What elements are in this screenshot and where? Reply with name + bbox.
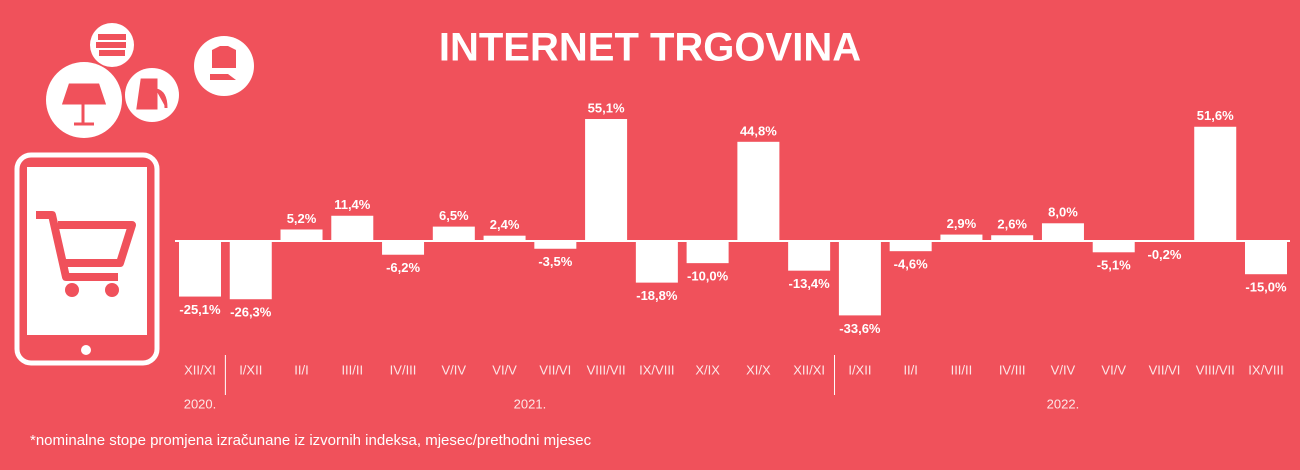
x-tick-label: IX/VIII bbox=[1248, 362, 1283, 377]
bar bbox=[686, 241, 729, 264]
bar bbox=[940, 234, 983, 241]
x-tick-label: III/II bbox=[951, 362, 973, 377]
value-label: 2,9% bbox=[947, 216, 977, 231]
bar bbox=[280, 229, 323, 241]
value-label: 6,5% bbox=[439, 208, 469, 223]
bar bbox=[1041, 223, 1084, 241]
x-tick-label: II/I bbox=[294, 362, 308, 377]
value-label: -33,6% bbox=[839, 321, 881, 336]
bar bbox=[432, 226, 475, 241]
year-label: 2021. bbox=[514, 396, 547, 411]
bar bbox=[788, 241, 831, 271]
bar bbox=[382, 241, 425, 255]
value-label: -26,3% bbox=[230, 305, 272, 320]
x-tick-label: VII/VI bbox=[1149, 362, 1181, 377]
value-label: -25,1% bbox=[179, 302, 221, 317]
value-label: 2,4% bbox=[490, 217, 520, 232]
x-tick-label: IX/VIII bbox=[639, 362, 674, 377]
bar bbox=[1143, 241, 1186, 242]
value-label: -0,2% bbox=[1147, 247, 1181, 262]
bar bbox=[838, 241, 881, 316]
value-label: -4,6% bbox=[894, 257, 928, 272]
value-label: -3,5% bbox=[538, 254, 572, 269]
bar bbox=[483, 235, 526, 241]
x-tick-label: VIII/VII bbox=[587, 362, 626, 377]
bar bbox=[889, 241, 932, 252]
bar bbox=[585, 119, 628, 241]
bar bbox=[991, 235, 1034, 241]
footnote: *nominalne stope promjena izračunane iz … bbox=[30, 432, 592, 449]
x-tick-label: I/XII bbox=[239, 362, 262, 377]
x-tick-label: V/IV bbox=[1051, 362, 1076, 377]
bar bbox=[534, 241, 577, 249]
x-tick-label: VIII/VII bbox=[1196, 362, 1235, 377]
x-tick-label: X/IX bbox=[695, 362, 720, 377]
value-label: 55,1% bbox=[588, 100, 625, 115]
year-label: 2022. bbox=[1047, 396, 1080, 411]
x-tick-label: II/I bbox=[903, 362, 917, 377]
x-tick-label: XI/X bbox=[746, 362, 771, 377]
bar bbox=[737, 141, 780, 241]
bar bbox=[229, 241, 272, 300]
bar bbox=[331, 215, 374, 241]
value-label: 51,6% bbox=[1197, 108, 1234, 123]
value-label: -15,0% bbox=[1245, 280, 1287, 295]
bar bbox=[1194, 126, 1237, 241]
x-tick-label: XII/XI bbox=[793, 362, 825, 377]
bar bbox=[179, 241, 221, 297]
value-label: 5,2% bbox=[287, 211, 317, 226]
home-button bbox=[81, 345, 91, 355]
tablet-screen bbox=[27, 167, 147, 335]
value-label: -18,8% bbox=[636, 288, 678, 303]
year-label: 2020. bbox=[184, 396, 217, 411]
x-tick-label: IV/III bbox=[390, 362, 417, 377]
bar bbox=[1092, 241, 1135, 253]
x-tick-label: VI/V bbox=[1101, 362, 1126, 377]
value-label: -6,2% bbox=[386, 260, 420, 275]
x-tick-label: VI/V bbox=[492, 362, 517, 377]
value-label: -10,0% bbox=[687, 269, 729, 284]
value-label: 44,8% bbox=[740, 123, 777, 138]
x-tick-label: VII/VI bbox=[539, 362, 571, 377]
chart-title: INTERNET TRGOVINA bbox=[439, 26, 861, 70]
x-tick-label: V/IV bbox=[442, 362, 467, 377]
value-label: -5,1% bbox=[1097, 258, 1131, 273]
icons bbox=[14, 23, 254, 366]
tablet bbox=[14, 152, 160, 366]
bar bbox=[1245, 241, 1287, 275]
x-tick-label: IV/III bbox=[999, 362, 1026, 377]
value-label: 8,0% bbox=[1048, 205, 1078, 220]
bar bbox=[635, 241, 678, 283]
value-label: 2,6% bbox=[997, 217, 1027, 232]
value-label: -13,4% bbox=[789, 276, 831, 291]
x-tick-label: XII/XI bbox=[184, 362, 216, 377]
value-label: 11,4% bbox=[334, 197, 371, 212]
x-tick-label: I/XII bbox=[848, 362, 871, 377]
x-tick-label: III/II bbox=[341, 362, 363, 377]
